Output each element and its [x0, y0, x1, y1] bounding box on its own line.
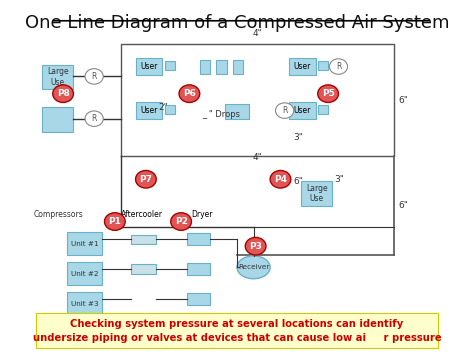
Ellipse shape	[237, 256, 270, 279]
Text: Unit #1: Unit #1	[71, 241, 99, 247]
FancyBboxPatch shape	[164, 61, 175, 70]
Text: Rental Connection: Rental Connection	[131, 313, 193, 319]
Text: User: User	[140, 106, 158, 115]
Circle shape	[179, 85, 200, 103]
Text: P4: P4	[274, 175, 287, 184]
Circle shape	[171, 213, 191, 230]
Text: 2": 2"	[158, 103, 168, 112]
FancyBboxPatch shape	[67, 262, 102, 285]
Circle shape	[104, 213, 125, 230]
Text: 3": 3"	[293, 133, 303, 142]
FancyBboxPatch shape	[136, 58, 163, 75]
FancyBboxPatch shape	[121, 314, 128, 318]
Circle shape	[329, 59, 347, 74]
Text: P5: P5	[322, 89, 335, 98]
Circle shape	[53, 85, 73, 103]
Text: Compressors: Compressors	[34, 210, 84, 219]
Text: 4": 4"	[253, 29, 263, 38]
FancyBboxPatch shape	[187, 233, 210, 245]
Circle shape	[275, 103, 294, 118]
Text: 6": 6"	[399, 201, 409, 210]
Text: GWW -  0806: GWW - 0806	[335, 316, 390, 325]
Text: 3": 3"	[334, 175, 344, 184]
FancyBboxPatch shape	[318, 105, 328, 114]
Text: Aftercooler: Aftercooler	[121, 210, 163, 219]
FancyBboxPatch shape	[42, 65, 73, 89]
Text: R: R	[282, 106, 287, 115]
Text: 6": 6"	[399, 95, 409, 104]
Text: R: R	[91, 72, 97, 81]
Text: P2: P2	[174, 217, 188, 226]
FancyBboxPatch shape	[187, 293, 210, 305]
Text: _ " Drops: _ " Drops	[202, 110, 240, 119]
FancyBboxPatch shape	[131, 235, 156, 245]
Circle shape	[136, 170, 156, 188]
Text: Large
Use: Large Use	[306, 184, 328, 203]
Text: User: User	[140, 62, 158, 71]
FancyBboxPatch shape	[164, 105, 175, 114]
FancyBboxPatch shape	[187, 263, 210, 275]
Text: Dryer: Dryer	[191, 210, 212, 219]
Text: Large
Use: Large Use	[47, 67, 69, 87]
Text: P3: P3	[249, 242, 262, 251]
Text: User: User	[293, 106, 311, 115]
Text: Checking system pressure at several locations can identify: Checking system pressure at several loca…	[70, 319, 404, 329]
Circle shape	[270, 170, 291, 188]
FancyBboxPatch shape	[216, 60, 227, 73]
Text: R: R	[336, 62, 341, 71]
FancyBboxPatch shape	[225, 104, 249, 119]
Circle shape	[85, 69, 103, 84]
Text: Unit #3: Unit #3	[71, 301, 99, 307]
FancyBboxPatch shape	[131, 264, 156, 274]
FancyBboxPatch shape	[289, 102, 316, 119]
Text: Unit #2: Unit #2	[71, 271, 99, 277]
FancyBboxPatch shape	[301, 181, 332, 206]
FancyBboxPatch shape	[289, 58, 316, 75]
Text: Receiver: Receiver	[238, 264, 269, 270]
Text: undersize piping or valves at devices that can cause low ai     r pressure: undersize piping or valves at devices th…	[33, 333, 441, 343]
Text: P6: P6	[183, 89, 196, 98]
Text: One Line Diagram of a Compressed Air System: One Line Diagram of a Compressed Air Sys…	[25, 14, 449, 32]
FancyBboxPatch shape	[42, 107, 73, 132]
FancyBboxPatch shape	[67, 292, 102, 315]
Text: 6": 6"	[293, 177, 303, 186]
FancyBboxPatch shape	[233, 60, 243, 73]
Circle shape	[318, 85, 338, 103]
FancyBboxPatch shape	[200, 60, 210, 73]
Text: P1: P1	[109, 217, 121, 226]
FancyBboxPatch shape	[36, 313, 438, 348]
Text: User: User	[293, 62, 311, 71]
FancyBboxPatch shape	[136, 102, 163, 119]
Circle shape	[85, 111, 103, 126]
Text: P8: P8	[57, 89, 70, 98]
Circle shape	[245, 237, 266, 255]
Text: P7: P7	[139, 175, 153, 184]
FancyBboxPatch shape	[318, 61, 328, 70]
FancyBboxPatch shape	[67, 232, 102, 255]
Text: 4": 4"	[253, 153, 263, 162]
Text: R: R	[91, 114, 97, 123]
